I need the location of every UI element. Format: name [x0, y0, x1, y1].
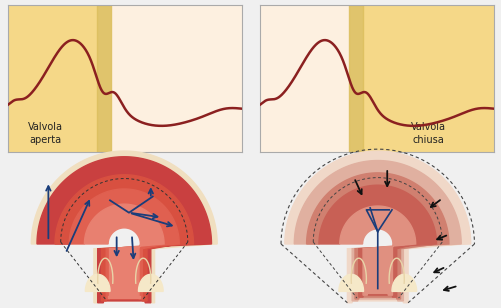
Polygon shape [284, 151, 470, 303]
Polygon shape [391, 274, 416, 291]
Polygon shape [338, 274, 363, 291]
Polygon shape [85, 274, 110, 291]
Polygon shape [138, 274, 163, 291]
Polygon shape [306, 173, 448, 299]
Bar [362, 5, 493, 152]
Polygon shape [294, 160, 460, 301]
Bar [348, 5, 362, 152]
Polygon shape [69, 189, 179, 299]
Bar [8, 5, 97, 152]
Polygon shape [37, 157, 211, 303]
Polygon shape [339, 206, 415, 295]
Polygon shape [31, 151, 217, 303]
Polygon shape [84, 204, 164, 298]
Bar [97, 5, 111, 152]
Text: Valvola
aperta: Valvola aperta [28, 122, 63, 145]
Polygon shape [55, 175, 193, 301]
Text: Valvola
chiusa: Valvola chiusa [410, 122, 445, 145]
Polygon shape [318, 185, 436, 297]
